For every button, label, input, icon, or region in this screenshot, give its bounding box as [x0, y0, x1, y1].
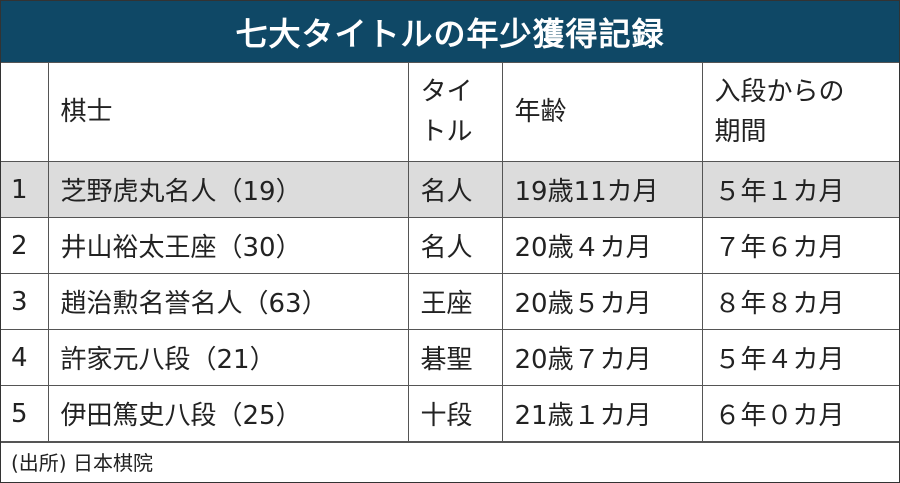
header-age: 年齢 — [501, 62, 703, 162]
header-player: 棋士 — [47, 62, 409, 162]
period-cell: ５年１カ月 — [701, 161, 899, 218]
player-cell: 伊田篤史八段（25） — [47, 385, 409, 442]
header-title-line2: トル — [420, 117, 473, 147]
header-title-line1: タイ — [420, 77, 473, 107]
rank-cell: 1 — [1, 161, 49, 218]
header-period-line1: 入段からの — [714, 77, 845, 107]
rank-cell: 2 — [1, 217, 49, 274]
age-cell: 21歳１カ月 — [501, 385, 703, 442]
records-table: 棋士 タイトル 年齢 入段からの期間 1 芝野虎丸名人（19） 名人 19歳11… — [1, 62, 899, 442]
player-cell: 許家元八段（21） — [47, 329, 409, 386]
header-period-line2: 期間 — [714, 117, 767, 147]
table-row: 1 芝野虎丸名人（19） 名人 19歳11カ月 ５年１カ月 — [1, 161, 899, 218]
header-rank — [1, 62, 49, 162]
age-cell: 20歳４カ月 — [501, 217, 703, 274]
rank-cell: 3 — [1, 273, 49, 330]
player-cell: 芝野虎丸名人（19） — [47, 161, 409, 218]
table-row: 4 許家元八段（21） 碁聖 20歳７カ月 ５年４カ月 — [1, 329, 899, 386]
table-row: 3 趙治勲名誉名人（63） 王座 20歳５カ月 ８年８カ月 — [1, 273, 899, 330]
header-period: 入段からの 期間 — [701, 62, 899, 162]
period-cell: ５年４カ月 — [701, 329, 899, 386]
header-title: タイ トル — [407, 62, 503, 162]
source-note: (出所) 日本棋院 — [1, 442, 899, 479]
player-cell: 趙治勲名誉名人（63） — [47, 273, 409, 330]
title-cell: 碁聖 — [407, 329, 503, 386]
title-cell: 十段 — [407, 385, 503, 442]
player-cell: 井山裕太王座（30） — [47, 217, 409, 274]
table-title: 七大タイトルの年少獲得記録 — [1, 1, 899, 62]
title-cell: 王座 — [407, 273, 503, 330]
period-cell: ６年０カ月 — [701, 385, 899, 442]
table-row: 5 伊田篤史八段（25） 十段 21歳１カ月 ６年０カ月 — [1, 385, 899, 442]
title-cell: 名人 — [407, 217, 503, 274]
table-row: 2 井山裕太王座（30） 名人 20歳４カ月 ７年６カ月 — [1, 217, 899, 274]
age-cell: 19歳11カ月 — [501, 161, 703, 218]
rank-cell: 4 — [1, 329, 49, 386]
age-cell: 20歳７カ月 — [501, 329, 703, 386]
rank-cell: 5 — [1, 385, 49, 442]
period-cell: ７年６カ月 — [701, 217, 899, 274]
title-cell: 名人 — [407, 161, 503, 218]
period-cell: ８年８カ月 — [701, 273, 899, 330]
header-row: 棋士 タイトル 年齢 入段からの期間 — [1, 62, 899, 162]
age-cell: 20歳５カ月 — [501, 273, 703, 330]
